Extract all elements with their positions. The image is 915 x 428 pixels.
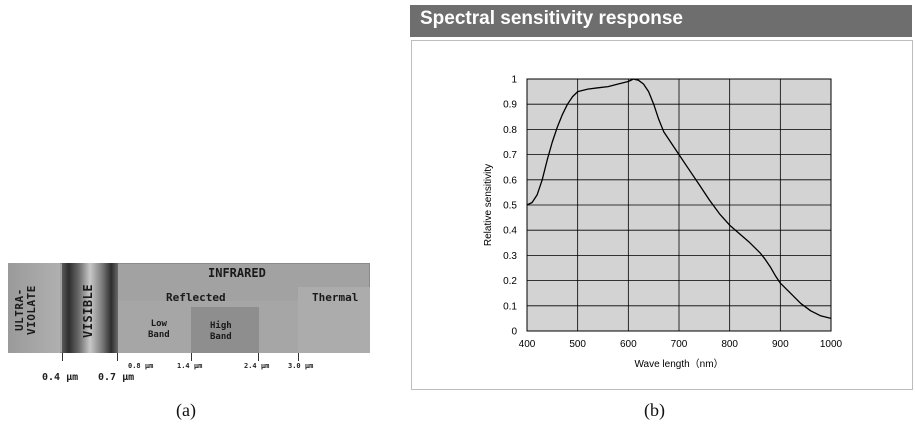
reflected-label: Reflected: [166, 291, 226, 304]
x-axis-label: Wave length（nm）: [634, 358, 723, 370]
chart-title: Spectral sensitivity response: [420, 8, 683, 29]
y-tick-label: 0.5: [503, 201, 517, 212]
wavelength-tick: [62, 353, 63, 361]
wavelength-tick: [117, 353, 118, 361]
wavelength-label: 0.7 µm: [98, 372, 135, 383]
x-tick-label: 500: [569, 339, 586, 350]
wavelength-tick: [258, 353, 259, 361]
wavelength-label: 3.0 µm: [288, 362, 314, 370]
visible-label: VISIBLE: [81, 283, 95, 339]
thermal-region: [298, 287, 370, 353]
x-tick-label: 900: [772, 339, 789, 350]
chart-frame: 400 500 600 700 800 900 1000 0 0.1 0.2 0.3 0.4 0.5 0.…: [411, 40, 913, 390]
y-tick-label: 0.2: [503, 276, 517, 287]
y-tick-label: 0.3: [503, 251, 517, 262]
x-tick-label: 800: [721, 339, 738, 350]
sensitivity-curve: [526, 78, 832, 320]
thermal-label: Thermal: [312, 291, 359, 304]
chart-header-bar: Spectral sensitivity response: [410, 5, 912, 37]
ultraviolet-label: ULTRA- VIOLATE: [13, 285, 38, 335]
spectrum-band-figure: ULTRA- VIOLATE VISIBLE INFRARED Reflecte…: [0, 0, 410, 428]
ultraviolet-region: [8, 263, 60, 353]
visible-region: [62, 263, 118, 353]
spectrum-band: ULTRA- VIOLATE VISIBLE INFRARED Reflecte…: [8, 263, 370, 353]
wavelength-label: 2.4 µm: [244, 362, 270, 370]
high-band-label: High Band: [210, 321, 232, 342]
x-tick-label: 700: [671, 339, 688, 350]
y-tick-label: 0.4: [503, 226, 517, 237]
wavelength-label: 0.8 µm: [128, 362, 154, 370]
y-tick-label: 0.7: [503, 150, 517, 161]
caption-a: (a): [176, 400, 196, 420]
wavelength-label: 1.4 µm: [177, 362, 203, 370]
x-tick-label: 400: [519, 339, 536, 350]
x-tick-label: 600: [620, 339, 637, 350]
x-tick-label: 1000: [820, 339, 843, 350]
caption-b: (b): [644, 400, 665, 420]
wavelength-tick: [191, 353, 192, 361]
y-tick-label: 0.8: [503, 125, 517, 136]
y-tick-label: 0: [511, 327, 517, 338]
infrared-label: INFRARED: [208, 266, 266, 280]
y-tick-label: 0.6: [503, 175, 517, 186]
sensitivity-chart: 400 500 600 700 800 900 1000 0 0.1 0.2 0.3 0.4 0.5 0.…: [483, 75, 843, 371]
y-tick-label: 0.1: [503, 301, 517, 312]
wavelength-tick: [298, 353, 299, 361]
low-band-label: Low Band: [148, 319, 170, 340]
high-band-region: [191, 307, 259, 353]
y-tick-label: 1: [511, 75, 517, 86]
y-axis-label: Relative sensitivity: [483, 164, 494, 246]
y-tick-label: 0.9: [503, 100, 517, 111]
spectral-sensitivity-figure: Spectral sensitivity response 400 500 600 7…: [410, 0, 915, 428]
wavelength-label: 0.4 µm: [42, 372, 79, 383]
